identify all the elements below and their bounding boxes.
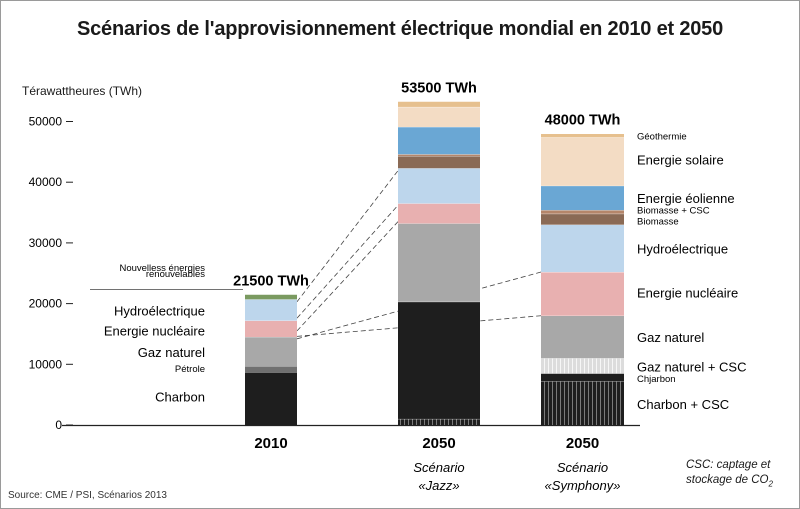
segment-label-symphony: Energie solaire xyxy=(637,153,724,168)
y-tick-label: 50000 xyxy=(29,115,63,129)
category-subtitle: Scénario xyxy=(413,460,464,475)
bar-total-label: 48000 TWh xyxy=(545,113,621,129)
bar-segment xyxy=(398,154,480,157)
bar-total-label: 21500 TWh xyxy=(233,273,309,289)
bar-segment xyxy=(398,223,480,302)
bar-segment xyxy=(398,168,480,204)
bars: 21500 TWh 53500 TWh 48000 TWh xyxy=(233,80,624,425)
bar-segment xyxy=(541,210,624,214)
connector-line xyxy=(296,204,399,319)
category-labels: 2010 2050 Scénario «Jazz» 2050 Scénario «Symph… xyxy=(254,435,620,493)
connector-line xyxy=(296,170,399,303)
segment-label-2010: renouvelables xyxy=(146,269,205,280)
segment-label-2010: Pétrole xyxy=(175,364,205,375)
bar-segment xyxy=(398,126,480,155)
y-tick-label: 20000 xyxy=(29,297,63,311)
segment-label-symphony: Energie éolienne xyxy=(637,191,735,206)
segment-label-symphony: Chjarbon xyxy=(637,374,676,385)
y-tick-label: 0 xyxy=(55,418,62,432)
bar-segment xyxy=(245,372,297,425)
segment-label-2010: Nouvelless énergies xyxy=(119,263,205,274)
category-subtitle: «Symphony» xyxy=(545,478,621,493)
bar-segment xyxy=(245,336,297,367)
y-axis: 0 10000 20000 30000 40000 50000 xyxy=(29,115,640,432)
bar-segment xyxy=(541,133,624,138)
bar-segment xyxy=(398,106,480,127)
segment-label-symphony: Energie nucléaire xyxy=(637,286,738,301)
y-axis-label: Térawattheures (TWh) xyxy=(22,84,143,98)
y-tick-label: 40000 xyxy=(29,175,63,189)
segment-label-2010: Gaz naturel xyxy=(138,345,205,360)
bar-segment xyxy=(245,320,297,337)
connector-line xyxy=(296,271,542,340)
source-note: Source: CME / PSI, Scénarios 2013 xyxy=(8,490,167,501)
bar-segment xyxy=(541,373,624,382)
bar-segment xyxy=(541,137,624,186)
bar-segment xyxy=(541,185,624,211)
ccs-footnote-sub: 2 xyxy=(768,479,773,489)
segment-label-2010: Hydroélectrique xyxy=(114,303,205,318)
ccs-footnote-line1: CSC: captage et xyxy=(686,459,771,471)
segment-label-symphony: Géothermie xyxy=(637,132,687,143)
category-label: 2050 xyxy=(566,435,599,452)
segment-label-symphony: Biomasse + CSC xyxy=(637,206,710,217)
y-tick-label: 30000 xyxy=(29,236,63,250)
segment-label-2010: Charbon xyxy=(155,389,205,404)
ccs-footnote-line2: stockage de CO xyxy=(686,474,769,486)
bar-segment xyxy=(398,101,480,107)
chart-title: Scénarios de l'approvisionnement électri… xyxy=(76,18,724,40)
bar-segment xyxy=(398,301,480,419)
ccs-footnote: CSC: captage et stockage de CO2 xyxy=(686,458,773,491)
bar-segment xyxy=(541,315,624,359)
segment-label-symphony: Gaz naturel xyxy=(637,330,704,345)
segment-labels: Charbon Pétrole Gaz naturel Energie nucléai… xyxy=(90,132,746,412)
bar-segment xyxy=(398,156,480,169)
bar-segment xyxy=(245,366,297,373)
segment-label-symphony: Gaz naturel + CSC xyxy=(637,360,746,375)
bar-segment xyxy=(541,213,624,225)
segment-label-2010: Energie nucléaire xyxy=(104,323,205,338)
bar-segment xyxy=(541,224,624,273)
segment-label-symphony: Hydroélectrique xyxy=(637,241,728,256)
connector-line xyxy=(296,221,399,332)
segment-label-symphony: Biomasse xyxy=(637,217,679,228)
category-label: 2010 xyxy=(254,435,287,452)
category-label: 2050 xyxy=(422,435,455,452)
bar-segment xyxy=(245,294,297,300)
bar-segment xyxy=(398,203,480,224)
bar-segment xyxy=(541,358,624,374)
bar-total-label: 53500 TWh xyxy=(401,80,477,96)
y-tick-label: 10000 xyxy=(29,357,63,371)
bar-segment xyxy=(398,418,480,425)
bar-segment xyxy=(541,381,624,425)
bar-segment xyxy=(541,272,624,316)
bar-segment xyxy=(245,299,297,321)
category-subtitle: «Jazz» xyxy=(418,478,459,493)
segment-label-symphony: Charbon + CSC xyxy=(637,397,729,412)
category-subtitle: Scénario xyxy=(557,460,608,475)
